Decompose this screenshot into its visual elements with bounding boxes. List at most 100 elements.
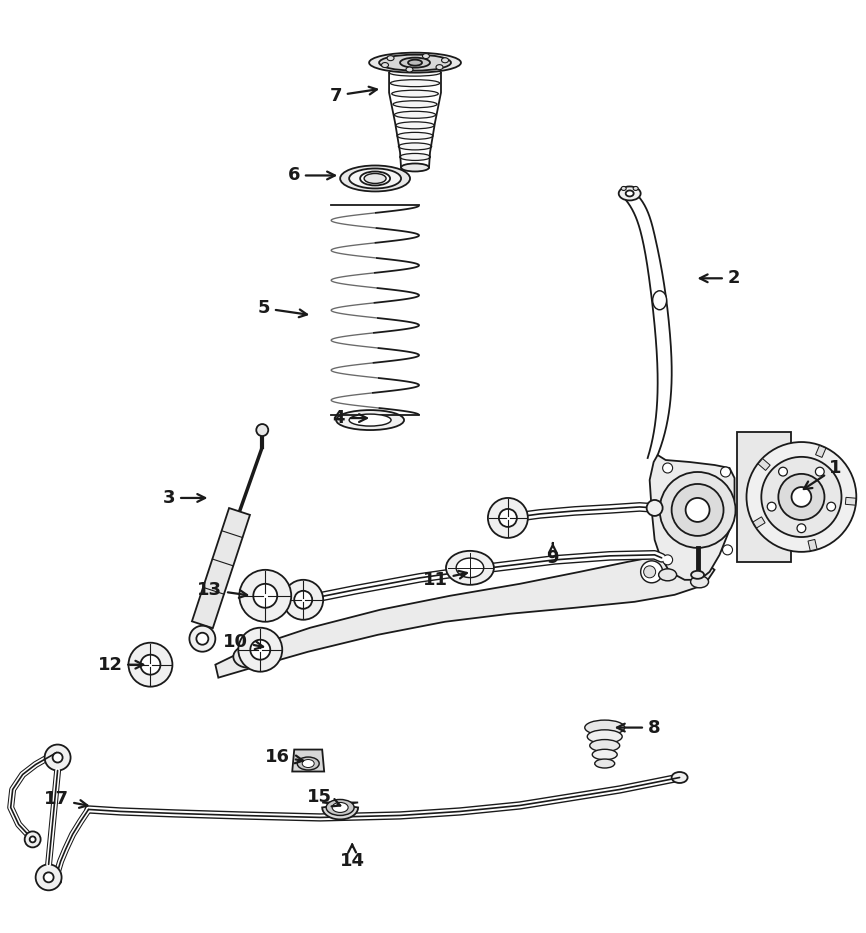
Ellipse shape bbox=[336, 411, 404, 430]
Circle shape bbox=[294, 591, 313, 608]
Text: 14: 14 bbox=[339, 844, 365, 870]
Polygon shape bbox=[736, 432, 792, 562]
Ellipse shape bbox=[302, 759, 314, 768]
Ellipse shape bbox=[364, 174, 386, 184]
Circle shape bbox=[499, 508, 517, 527]
Circle shape bbox=[256, 425, 268, 436]
Text: 6: 6 bbox=[288, 166, 335, 185]
Circle shape bbox=[45, 745, 71, 771]
Circle shape bbox=[253, 584, 277, 607]
Ellipse shape bbox=[633, 187, 638, 190]
Ellipse shape bbox=[233, 646, 263, 668]
Circle shape bbox=[827, 502, 836, 511]
Ellipse shape bbox=[326, 800, 354, 815]
Circle shape bbox=[43, 872, 54, 883]
Ellipse shape bbox=[691, 571, 704, 578]
Ellipse shape bbox=[389, 69, 441, 77]
Ellipse shape bbox=[442, 58, 449, 63]
Circle shape bbox=[128, 643, 172, 687]
Circle shape bbox=[686, 498, 709, 522]
Ellipse shape bbox=[446, 550, 494, 585]
Text: 9: 9 bbox=[546, 543, 559, 567]
Ellipse shape bbox=[340, 165, 410, 191]
Ellipse shape bbox=[394, 111, 436, 118]
Polygon shape bbox=[322, 802, 359, 819]
Circle shape bbox=[792, 487, 811, 507]
Circle shape bbox=[283, 579, 323, 620]
Circle shape bbox=[24, 831, 41, 847]
Ellipse shape bbox=[379, 55, 451, 71]
Text: 1: 1 bbox=[804, 459, 842, 489]
Ellipse shape bbox=[595, 759, 615, 768]
Circle shape bbox=[660, 472, 735, 548]
Circle shape bbox=[641, 561, 662, 583]
Ellipse shape bbox=[360, 172, 390, 186]
Circle shape bbox=[746, 442, 856, 551]
Circle shape bbox=[662, 463, 673, 473]
Text: 5: 5 bbox=[258, 299, 307, 317]
Bar bbox=[753, 517, 766, 528]
Circle shape bbox=[488, 498, 528, 538]
Ellipse shape bbox=[396, 122, 435, 129]
Circle shape bbox=[643, 565, 656, 578]
Circle shape bbox=[53, 753, 62, 762]
Ellipse shape bbox=[391, 79, 440, 87]
Polygon shape bbox=[192, 508, 250, 628]
Circle shape bbox=[779, 467, 787, 476]
Text: 13: 13 bbox=[197, 581, 247, 599]
Ellipse shape bbox=[408, 60, 422, 65]
Ellipse shape bbox=[626, 190, 634, 197]
Ellipse shape bbox=[397, 132, 433, 139]
Circle shape bbox=[761, 457, 842, 537]
Text: 7: 7 bbox=[330, 87, 377, 104]
Ellipse shape bbox=[672, 772, 688, 783]
Circle shape bbox=[662, 555, 673, 564]
Ellipse shape bbox=[401, 163, 429, 172]
Text: 15: 15 bbox=[307, 788, 340, 806]
Ellipse shape bbox=[401, 164, 429, 171]
Text: 17: 17 bbox=[43, 790, 87, 809]
Circle shape bbox=[779, 474, 824, 520]
Ellipse shape bbox=[590, 740, 620, 752]
Ellipse shape bbox=[585, 720, 624, 735]
Ellipse shape bbox=[387, 56, 394, 61]
Ellipse shape bbox=[690, 576, 708, 588]
Circle shape bbox=[36, 864, 61, 890]
Ellipse shape bbox=[592, 749, 617, 759]
Ellipse shape bbox=[456, 558, 484, 578]
Circle shape bbox=[672, 484, 723, 536]
Ellipse shape bbox=[653, 291, 667, 310]
Text: 3: 3 bbox=[163, 489, 205, 507]
Bar bbox=[758, 459, 770, 470]
Bar bbox=[808, 539, 817, 550]
Ellipse shape bbox=[618, 187, 641, 201]
Text: 16: 16 bbox=[265, 747, 303, 766]
Circle shape bbox=[797, 523, 805, 533]
Ellipse shape bbox=[587, 730, 622, 744]
Text: 12: 12 bbox=[98, 656, 143, 674]
Ellipse shape bbox=[297, 757, 320, 770]
Ellipse shape bbox=[391, 91, 438, 97]
Ellipse shape bbox=[349, 169, 401, 188]
Polygon shape bbox=[650, 455, 734, 579]
Circle shape bbox=[816, 467, 824, 476]
Ellipse shape bbox=[398, 143, 431, 150]
Ellipse shape bbox=[659, 569, 676, 581]
Circle shape bbox=[721, 467, 731, 477]
Text: 8: 8 bbox=[617, 718, 660, 736]
Circle shape bbox=[197, 633, 209, 645]
Circle shape bbox=[647, 500, 662, 516]
Text: 10: 10 bbox=[223, 633, 263, 650]
Ellipse shape bbox=[369, 52, 461, 73]
Polygon shape bbox=[216, 556, 714, 677]
Ellipse shape bbox=[400, 58, 430, 67]
Bar bbox=[845, 497, 856, 505]
Circle shape bbox=[250, 640, 270, 660]
Circle shape bbox=[767, 502, 776, 511]
Text: 2: 2 bbox=[700, 270, 740, 287]
Ellipse shape bbox=[400, 153, 430, 160]
Circle shape bbox=[29, 836, 36, 842]
Circle shape bbox=[238, 628, 282, 672]
Ellipse shape bbox=[382, 63, 389, 67]
Ellipse shape bbox=[436, 64, 443, 70]
